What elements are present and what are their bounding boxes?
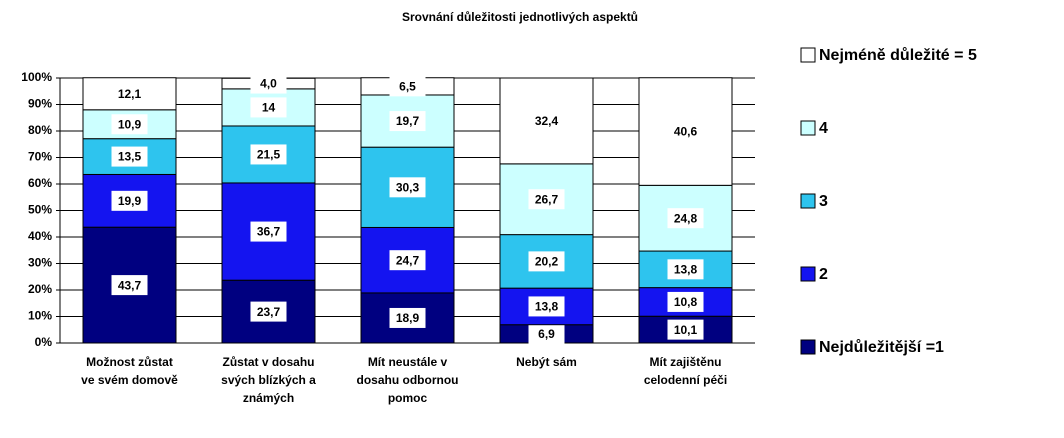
data-label: 19,9 bbox=[118, 194, 142, 208]
chart-title: Srovnání důležitosti jednotlivých aspekt… bbox=[402, 10, 638, 24]
label-bg bbox=[528, 110, 565, 131]
label-bg bbox=[111, 83, 148, 104]
label-bg bbox=[111, 190, 148, 211]
y-tick-label: 50% bbox=[28, 203, 52, 217]
data-label: 14 bbox=[262, 101, 276, 115]
y-tick-label: 10% bbox=[28, 309, 52, 323]
label-bg bbox=[667, 291, 704, 312]
label-bg bbox=[111, 114, 148, 135]
label-bg bbox=[389, 76, 426, 97]
data-label: 18,9 bbox=[396, 311, 420, 325]
label-bg bbox=[389, 111, 426, 132]
data-label: 43,7 bbox=[118, 278, 142, 292]
label-bg bbox=[250, 97, 287, 118]
label-bg bbox=[250, 221, 287, 242]
y-tick-label: 20% bbox=[28, 282, 52, 296]
x-tick-label: Nebýt sám bbox=[516, 355, 577, 369]
legend-swatch bbox=[800, 339, 816, 355]
data-label: 12,1 bbox=[118, 87, 142, 101]
data-label: 6,5 bbox=[399, 80, 416, 94]
x-tick-label: Mít zajištěnu celodenní péči bbox=[644, 355, 727, 387]
label-bg bbox=[250, 301, 287, 322]
label-bg bbox=[667, 259, 704, 280]
data-label: 10,8 bbox=[674, 295, 698, 309]
label-bg bbox=[111, 146, 148, 167]
data-label: 13,5 bbox=[118, 150, 142, 164]
label-bg bbox=[389, 307, 426, 328]
label-bg bbox=[528, 323, 565, 344]
data-label: 36,7 bbox=[257, 225, 281, 239]
data-label: 26,7 bbox=[535, 192, 559, 206]
y-tick-label: 60% bbox=[28, 176, 52, 190]
label-bg bbox=[111, 275, 148, 296]
label-bg bbox=[250, 144, 287, 165]
data-label: 13,8 bbox=[535, 300, 559, 314]
y-tick-label: 0% bbox=[35, 335, 53, 349]
y-tick-label: 70% bbox=[28, 150, 52, 164]
label-bg bbox=[667, 208, 704, 229]
legend-swatch bbox=[800, 120, 816, 136]
label-bg bbox=[389, 250, 426, 271]
legend-swatch bbox=[800, 193, 816, 209]
legend-label: Nejméně důležité = 5 bbox=[819, 47, 977, 64]
data-label: 20,2 bbox=[535, 255, 559, 269]
legend-label: 2 bbox=[819, 266, 828, 283]
y-tick-label: 100% bbox=[21, 70, 52, 84]
data-label: 19,7 bbox=[396, 114, 420, 128]
legend-swatch bbox=[800, 47, 816, 63]
data-label: 32,4 bbox=[535, 114, 559, 128]
label-bg bbox=[528, 189, 565, 210]
label-bg bbox=[250, 73, 287, 94]
label-bg bbox=[528, 296, 565, 317]
y-tick-label: 40% bbox=[28, 229, 52, 243]
label-bg bbox=[667, 121, 704, 142]
data-label: 30,3 bbox=[396, 180, 420, 194]
data-label: 24,8 bbox=[674, 211, 698, 225]
x-tick-label: Možnost zůstat ve svém domově bbox=[81, 355, 178, 387]
legend-swatch bbox=[800, 266, 816, 282]
data-label: 40,6 bbox=[674, 125, 698, 139]
x-tick-label: Zůstat v dosahu svých blízkých a známých bbox=[221, 355, 316, 405]
data-label: 10,1 bbox=[674, 323, 698, 337]
data-label: 10,9 bbox=[118, 117, 142, 131]
data-label: 4,0 bbox=[260, 77, 277, 91]
label-bg bbox=[667, 319, 704, 340]
data-label: 24,7 bbox=[396, 253, 420, 267]
data-label: 6,9 bbox=[538, 327, 555, 341]
y-tick-label: 30% bbox=[28, 256, 52, 270]
x-tick-label: Mít neustále v dosahu odbornou pomoc bbox=[357, 355, 459, 405]
label-bg bbox=[528, 251, 565, 272]
data-label: 23,7 bbox=[257, 305, 281, 319]
y-tick-label: 90% bbox=[28, 97, 52, 111]
legend-label: Nejdůležitější =1 bbox=[819, 339, 944, 356]
label-bg bbox=[389, 177, 426, 198]
legend-label: 4 bbox=[819, 120, 828, 137]
data-label: 21,5 bbox=[257, 148, 281, 162]
legend-label: 3 bbox=[819, 193, 828, 210]
y-tick-label: 80% bbox=[28, 123, 52, 137]
data-label: 13,8 bbox=[674, 263, 698, 277]
